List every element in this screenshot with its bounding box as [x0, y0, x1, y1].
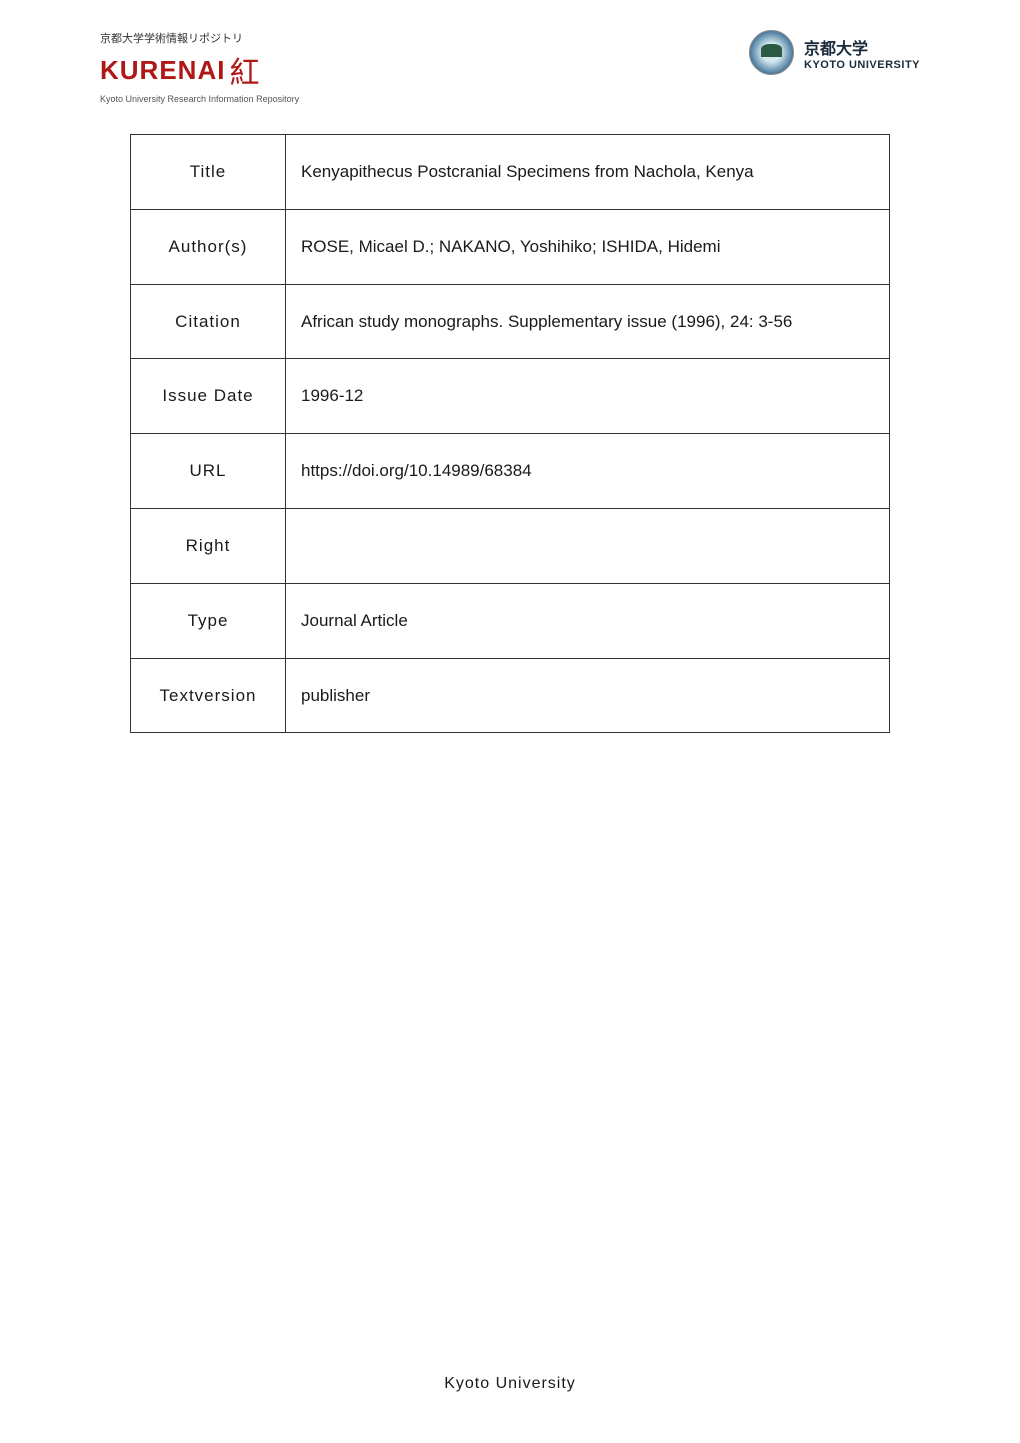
table-row: Title Kenyapithecus Postcranial Specimen… [131, 135, 890, 210]
metadata-label-citation: Citation [131, 284, 286, 359]
metadata-value-author: ROSE, Micael D.; NAKANO, Yoshihiko; ISHI… [286, 209, 890, 284]
metadata-value-citation: African study monographs. Supplementary … [286, 284, 890, 359]
kyoto-university-seal-icon [749, 30, 794, 75]
metadata-value-type: Journal Article [286, 583, 890, 658]
kurenai-logo: KURENAI 紅 [100, 48, 299, 92]
table-row: URL https://doi.org/10.14989/68384 [131, 434, 890, 509]
metadata-label-author: Author(s) [131, 209, 286, 284]
metadata-label-textversion: Textversion [131, 658, 286, 733]
page-footer: Kyoto University [0, 1375, 1020, 1393]
kyoto-university-branding: 京都大学 KYOTO UNIVERSITY [749, 30, 920, 75]
repository-name-jp: 京都大学学術情報リポジトリ [100, 30, 299, 46]
metadata-table-body: Title Kenyapithecus Postcranial Specimen… [131, 135, 890, 733]
metadata-value-title: Kenyapithecus Postcranial Specimens from… [286, 135, 890, 210]
metadata-table: Title Kenyapithecus Postcranial Specimen… [130, 134, 890, 733]
metadata-label-issue-date: Issue Date [131, 359, 286, 434]
university-name-en: KYOTO UNIVERSITY [804, 59, 920, 71]
table-row: Type Journal Article [131, 583, 890, 658]
metadata-label-right: Right [131, 508, 286, 583]
kyoto-university-name: 京都大学 KYOTO UNIVERSITY [804, 35, 920, 71]
kurenai-logo-text: KURENAI [100, 55, 225, 86]
table-row: Issue Date 1996-12 [131, 359, 890, 434]
table-row: Citation African study monographs. Suppl… [131, 284, 890, 359]
kurenai-logo-kanji: 紅 [229, 48, 259, 92]
metadata-value-right [286, 508, 890, 583]
table-row: Textversion publisher [131, 658, 890, 733]
repository-name-en: Kyoto University Research Information Re… [100, 94, 299, 104]
table-row: Right [131, 508, 890, 583]
table-row: Author(s) ROSE, Micael D.; NAKANO, Yoshi… [131, 209, 890, 284]
university-name-jp: 京都大学 [804, 35, 920, 59]
metadata-label-type: Type [131, 583, 286, 658]
metadata-label-url: URL [131, 434, 286, 509]
metadata-label-title: Title [131, 135, 286, 210]
metadata-value-issue-date: 1996-12 [286, 359, 890, 434]
metadata-value-textversion: publisher [286, 658, 890, 733]
kurenai-branding: 京都大学学術情報リポジトリ KURENAI 紅 Kyoto University… [100, 30, 299, 104]
metadata-value-url: https://doi.org/10.14989/68384 [286, 434, 890, 509]
page-header: 京都大学学術情報リポジトリ KURENAI 紅 Kyoto University… [0, 0, 1020, 124]
